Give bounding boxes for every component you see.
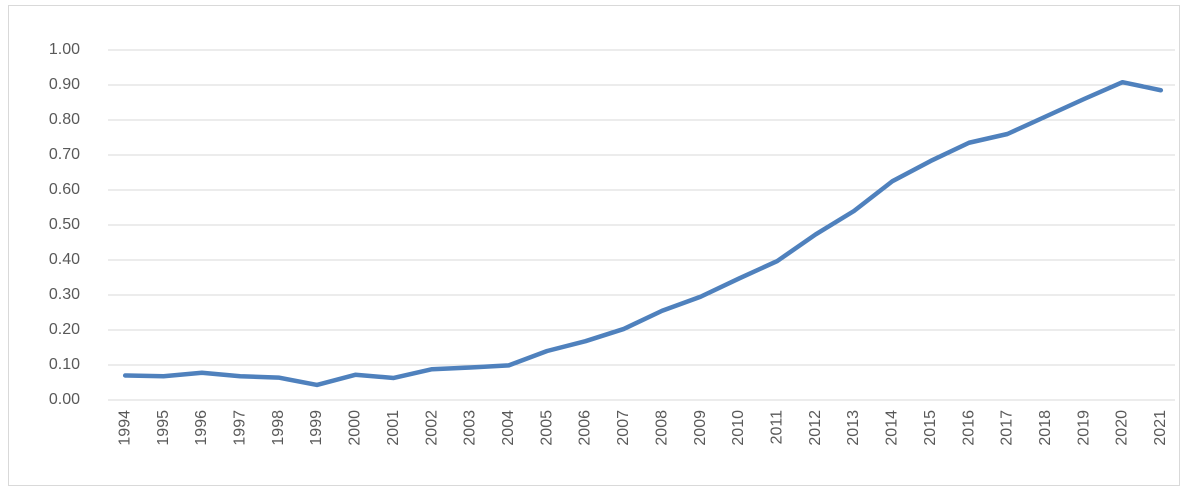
x-tick-label: 2007: [615, 410, 632, 446]
x-tick-label: 2017: [999, 410, 1016, 446]
y-tick-label: 0.90: [49, 76, 80, 93]
x-tick-label: 2020: [1114, 410, 1131, 446]
x-tick-label: 2009: [692, 410, 709, 446]
x-tick-label: 2018: [1037, 410, 1054, 446]
y-tick-label: 0.40: [49, 251, 80, 268]
y-tick-label: 1.00: [49, 41, 80, 58]
x-tick-label: 2013: [845, 410, 862, 446]
line: [122, 79, 1164, 388]
x-tick-label: 2021: [1152, 410, 1169, 446]
x-tick-label: 2019: [1075, 410, 1092, 446]
y-tick-label: 0.50: [49, 216, 80, 233]
x-tick-label: 2006: [577, 410, 594, 446]
x-tick-label: 1996: [193, 410, 210, 446]
y-tick-label: 0.10: [49, 356, 80, 373]
y-tick-label: 0.80: [49, 111, 80, 128]
x-tick-label: 2004: [500, 410, 517, 446]
x-tick-label: 1998: [270, 410, 287, 446]
x-tick-label: 2012: [807, 410, 824, 446]
x-tick-label: 2011: [768, 410, 785, 445]
x-tick-label: 2003: [462, 410, 479, 446]
y-tick-label: 0.70: [49, 146, 80, 163]
x-tick-label: 2010: [730, 410, 747, 446]
y-tick-label: 0.00: [49, 391, 80, 408]
x-tick-label: 1995: [155, 410, 172, 446]
x-tick-label: 1997: [231, 410, 248, 446]
x-tick-label: 2000: [347, 410, 364, 446]
x-tick-label: 2001: [385, 410, 402, 446]
y-tick-label: 0.30: [49, 286, 80, 303]
y-tick-label: 0.20: [49, 321, 80, 338]
x-tick-label: 2005: [538, 410, 555, 446]
x-tick-label: 2015: [922, 410, 939, 446]
x-tick-label: 1994: [116, 410, 133, 446]
x-tick-label: 1999: [308, 410, 325, 446]
x-tick-label: 2014: [884, 410, 901, 446]
x-tick-label: 2008: [653, 410, 670, 446]
y-tick-label: 0.60: [49, 181, 80, 198]
x-tick-label: 2002: [423, 410, 440, 446]
x-tick-label: 2016: [960, 410, 977, 446]
